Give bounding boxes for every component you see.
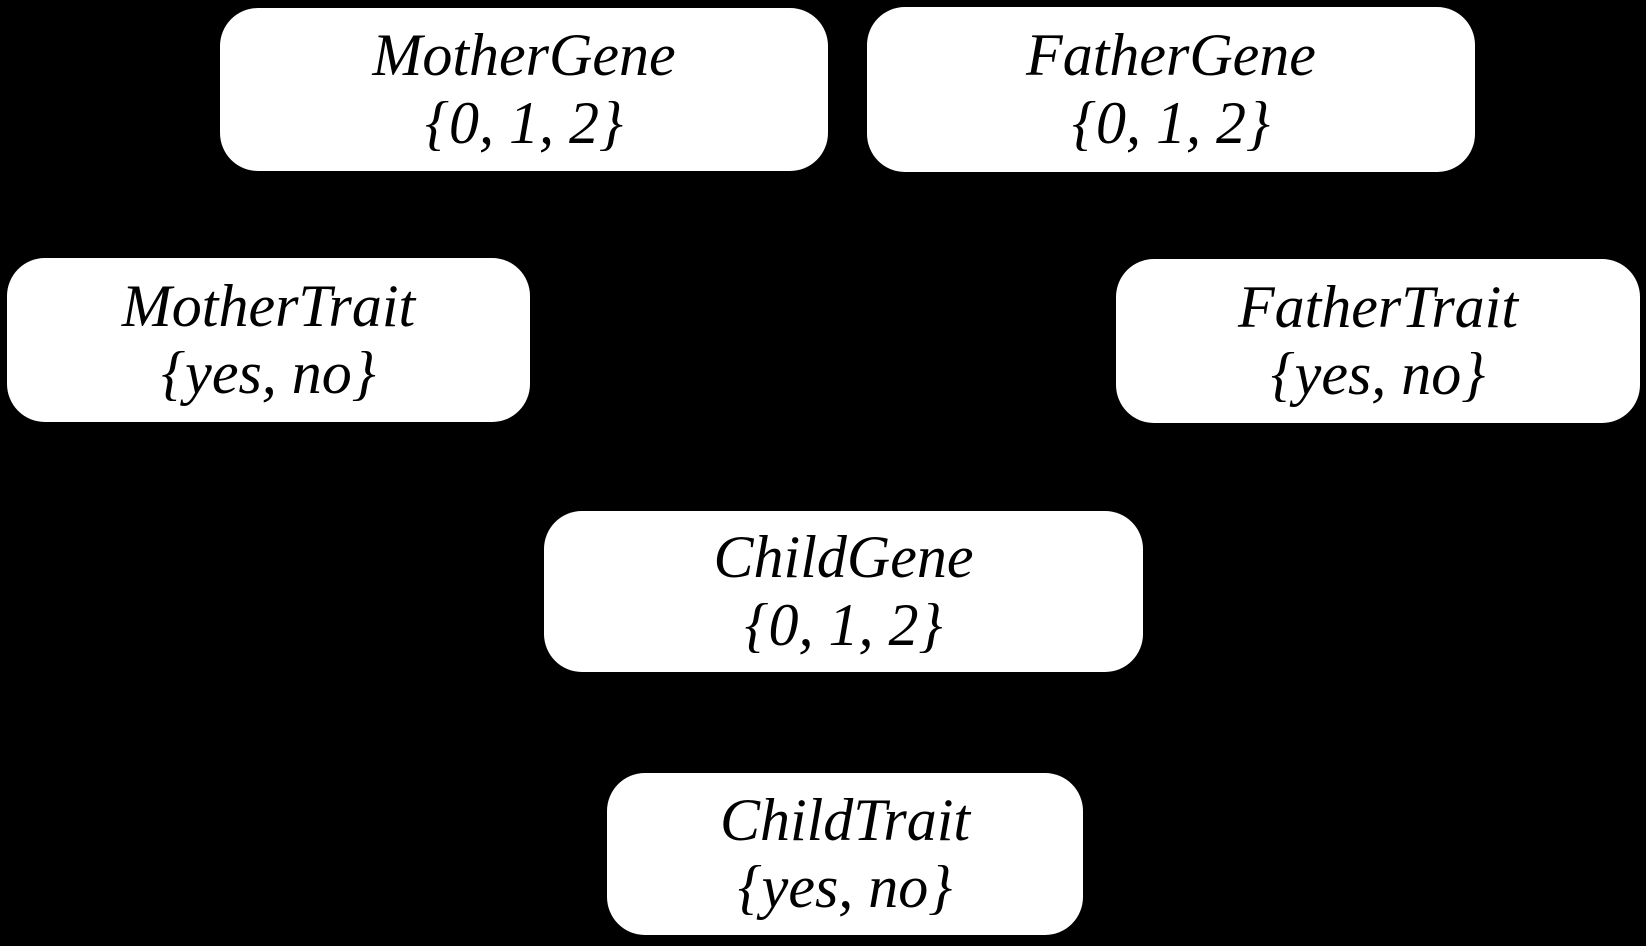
- node-value-domain: {0, 1, 2}: [744, 591, 943, 658]
- node-value-domain: {yes, no}: [737, 854, 953, 920]
- node-title: ChildGene: [713, 524, 974, 591]
- node-title: ChildTrait: [719, 786, 971, 853]
- node-father-trait: FatherTrait {yes, no}: [1116, 259, 1640, 423]
- node-value-domain: {yes, no}: [1270, 341, 1486, 407]
- node-title: MotherTrait: [121, 272, 416, 339]
- node-title: FatherGene: [1026, 22, 1316, 89]
- node-value-domain: {0, 1, 2}: [1072, 89, 1270, 156]
- node-mother-trait: MotherTrait {yes, no}: [7, 258, 530, 422]
- node-title: FatherTrait: [1237, 273, 1519, 340]
- node-title: MotherGene: [372, 22, 676, 89]
- node-value-domain: {yes, no}: [161, 340, 376, 406]
- node-mother-gene: MotherGene {0, 1, 2}: [220, 8, 828, 171]
- node-child-trait: ChildTrait {yes, no}: [607, 773, 1083, 935]
- node-father-gene: FatherGene {0, 1, 2}: [867, 7, 1475, 172]
- node-child-gene: ChildGene {0, 1, 2}: [544, 511, 1143, 672]
- node-value-domain: {0, 1, 2}: [425, 89, 623, 156]
